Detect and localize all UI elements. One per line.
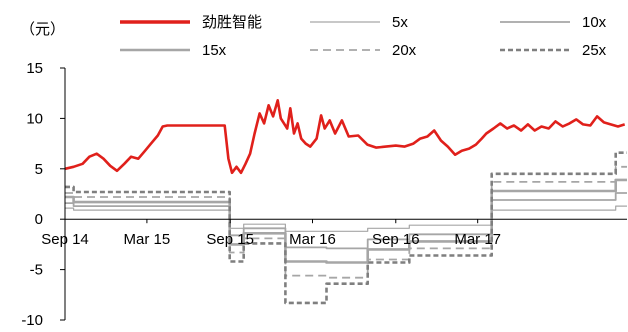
series-line-4: [65, 165, 627, 279]
x-tick-label: Mar 16: [289, 231, 336, 248]
unit-label: （元）: [20, 20, 65, 38]
series-layer: [64, 99, 627, 305]
y-tick-label: 5: [35, 161, 43, 178]
y-tick-label: 10: [26, 110, 43, 127]
series-line-5: [65, 151, 627, 305]
axes-layer: 15 10 5 0 -5 -10 Sep 14 Mar 15 Sep 15 Mar 16 Sep 1…: [21, 60, 627, 329]
y-tick-label: 15: [26, 60, 43, 77]
series-line-0: [64, 99, 626, 175]
legend-label-5: 25x: [582, 42, 607, 59]
x-tick-label: Mar 15: [124, 231, 171, 248]
x-tick-label: Sep 14: [41, 231, 89, 248]
legend-label-1: 5x: [392, 14, 408, 31]
legend-label-4: 20x: [392, 42, 417, 59]
x-tick-label: Sep 15: [206, 231, 254, 248]
y-tick-label: 0: [35, 211, 43, 228]
legend-label-0: 劲胜智能: [202, 13, 262, 31]
legend-label-2: 10x: [582, 14, 607, 31]
x-tick-label: Mar 17: [454, 231, 501, 248]
x-tick-label: Sep 16: [372, 231, 420, 248]
y-tick-label: -5: [30, 262, 43, 279]
legend: 劲胜智能 5x 10x 15x 20x 25x: [120, 13, 607, 59]
y-tick-label: -10: [21, 312, 43, 329]
legend-label-3: 15x: [202, 42, 227, 59]
